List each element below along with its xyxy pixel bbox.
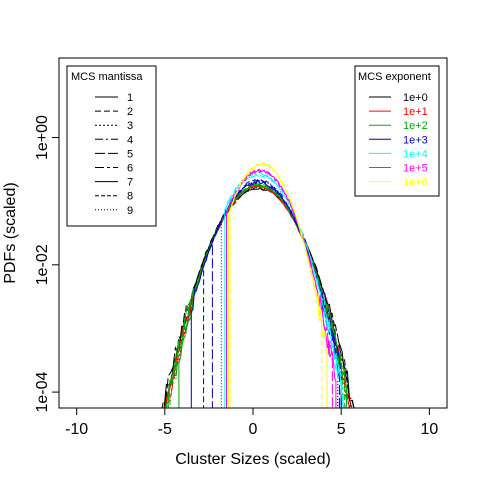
legend-exponent-label: 1e+0 — [403, 92, 428, 104]
legend-mantissa-label: 8 — [127, 191, 133, 203]
legend-mantissa-label: 5 — [127, 148, 133, 160]
legend-exponent-label: 1e+5 — [403, 163, 428, 175]
legend-mantissa-label: 9 — [127, 205, 133, 217]
legend-mantissa-box — [66, 65, 157, 227]
series-line — [211, 178, 340, 408]
legend-exponent-label: 1e+1 — [403, 106, 428, 118]
series-line — [229, 162, 323, 408]
legend-mantissa: MCS mantissa 1 2 3 4 5 6 7 8 9 — [66, 65, 157, 227]
legend-mantissa-label: 6 — [127, 163, 133, 175]
legend-mantissa-label: 4 — [127, 134, 133, 146]
y-axis-title: PDFs (scaled) — [2, 182, 19, 283]
legend-exponent-label: 1e+6 — [403, 177, 428, 189]
series-line — [227, 162, 328, 408]
series-line — [167, 183, 344, 408]
y-axis: 1e-04 1e-02 1e+00 — [34, 115, 60, 413]
legend-exponent-title: MCS exponent — [358, 71, 431, 83]
legend-exponent-label: 1e+2 — [403, 120, 428, 132]
x-tick-label: 10 — [420, 421, 438, 438]
legend-mantissa-label: 3 — [127, 120, 133, 132]
series-line — [226, 168, 333, 408]
series-line — [163, 186, 355, 408]
y-tick-label: 1e-02 — [34, 244, 51, 285]
legend-mantissa-label: 1 — [127, 92, 133, 104]
y-tick-label: 1e+00 — [34, 115, 51, 160]
x-tick-label: 0 — [249, 421, 258, 438]
legend-exponent-box — [354, 65, 440, 197]
x-axis: -10 -5 0 5 10 — [65, 407, 438, 438]
y-tick-label: 1e-04 — [34, 372, 51, 413]
series-line — [164, 184, 349, 408]
legend-mantissa-title: MCS mantissa — [71, 71, 143, 83]
legend-exponent-label: 1e+4 — [403, 148, 428, 160]
x-axis-title: Cluster Sizes (scaled) — [175, 451, 331, 468]
x-tick-label: -5 — [158, 421, 172, 438]
legend-exponent-label: 1e+3 — [403, 134, 428, 146]
x-tick-label: 5 — [337, 421, 346, 438]
legend-mantissa-label: 2 — [127, 106, 133, 118]
curves-layer — [161, 162, 355, 408]
x-tick-label: -10 — [65, 421, 88, 438]
legend-exponent: MCS exponent 1e+0 1e+1 1e+2 1e+3 1e+4 1e+5 1e+6 — [354, 65, 440, 197]
legend-mantissa-label: 7 — [127, 177, 133, 189]
